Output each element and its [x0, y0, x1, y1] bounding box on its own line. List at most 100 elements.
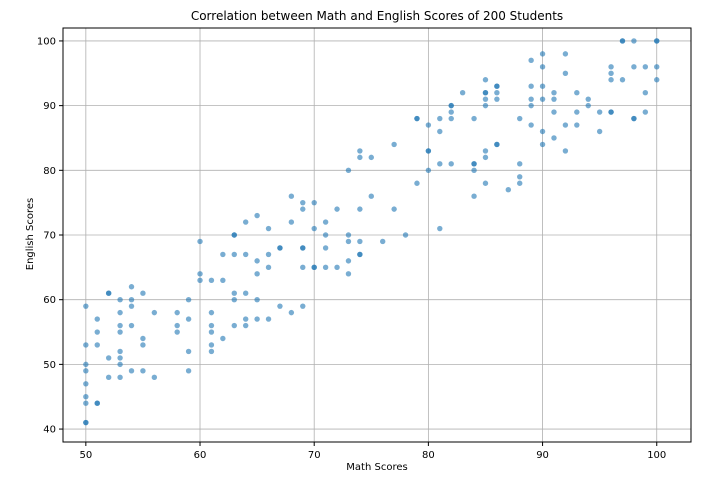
- data-point: [322, 232, 329, 238]
- data-point: [357, 251, 363, 258]
- data-point: [265, 316, 272, 322]
- data-point: [334, 206, 340, 212]
- data-point: [482, 154, 489, 161]
- y-tick-label: 50: [43, 360, 56, 371]
- data-point: [368, 193, 374, 199]
- data-point: [242, 322, 249, 329]
- data-point: [94, 400, 100, 406]
- data-point: [539, 141, 546, 148]
- data-point: [437, 128, 443, 135]
- data-point: [220, 251, 226, 258]
- data-point: [539, 83, 546, 89]
- data-point: [437, 115, 443, 122]
- data-point: [357, 154, 363, 161]
- data-point: [482, 180, 489, 186]
- data-point: [83, 368, 89, 374]
- data-point: [254, 258, 260, 264]
- data-point: [551, 89, 557, 96]
- data-point: [254, 271, 260, 277]
- data-point: [208, 342, 215, 348]
- data-point: [425, 167, 432, 174]
- data-point: [231, 322, 237, 329]
- data-point: [231, 232, 237, 238]
- data-point: [585, 96, 591, 102]
- data-point: [528, 102, 534, 109]
- data-point: [208, 348, 215, 355]
- y-tick-label: 80: [43, 166, 56, 177]
- x-tick-label: 70: [308, 450, 321, 461]
- data-points: [83, 38, 660, 426]
- data-point: [345, 238, 352, 245]
- data-point: [105, 355, 112, 361]
- data-point: [117, 329, 123, 335]
- y-tick-label: 90: [43, 101, 56, 112]
- data-point: [562, 51, 569, 57]
- data-point: [140, 335, 146, 342]
- chart-title: Correlation between Math and English Sco…: [191, 9, 563, 23]
- data-point: [242, 251, 249, 258]
- data-point: [357, 148, 363, 154]
- data-point: [551, 96, 557, 102]
- data-point: [265, 251, 272, 258]
- data-point: [391, 141, 397, 148]
- data-point: [300, 264, 306, 271]
- data-point: [494, 83, 500, 89]
- data-point: [242, 290, 249, 296]
- data-point: [654, 64, 660, 70]
- data-point: [322, 264, 329, 271]
- data-point: [94, 329, 100, 335]
- data-point: [117, 361, 123, 368]
- data-point: [140, 342, 146, 348]
- data-point: [574, 89, 580, 96]
- y-axis-ticks: 40 50 60 70 80 90 100: [37, 36, 63, 436]
- x-tick-label: 60: [194, 450, 207, 461]
- data-point: [231, 251, 237, 258]
- data-point: [414, 180, 420, 186]
- data-point: [311, 199, 317, 206]
- data-point: [208, 322, 215, 329]
- data-point: [334, 264, 340, 271]
- data-point: [574, 109, 580, 115]
- x-axis-label: Math Scores: [346, 462, 407, 473]
- data-point: [380, 238, 386, 245]
- data-point: [414, 115, 420, 122]
- data-point: [528, 83, 534, 89]
- data-point: [140, 368, 146, 374]
- data-point: [265, 225, 272, 232]
- data-point: [117, 348, 123, 355]
- data-point: [83, 419, 89, 426]
- data-point: [140, 290, 146, 296]
- data-point: [448, 102, 454, 109]
- y-tick-label: 70: [43, 231, 56, 242]
- data-point: [448, 115, 454, 122]
- data-point: [345, 167, 352, 174]
- data-point: [619, 38, 626, 44]
- data-point: [471, 193, 477, 199]
- data-point: [208, 329, 215, 335]
- data-point: [345, 232, 352, 238]
- data-point: [585, 102, 591, 109]
- data-point: [185, 368, 192, 374]
- data-point: [185, 348, 192, 355]
- x-axis-ticks: 50 60 70 80 90 100: [79, 442, 666, 461]
- data-point: [242, 316, 249, 322]
- data-point: [174, 309, 180, 316]
- data-point: [151, 374, 158, 381]
- data-point: [94, 342, 100, 348]
- data-point: [105, 290, 112, 296]
- grid: [63, 28, 691, 442]
- data-point: [631, 38, 637, 44]
- data-point: [83, 400, 89, 406]
- data-point: [300, 303, 306, 309]
- data-point: [265, 264, 272, 271]
- data-point: [220, 335, 226, 342]
- data-point: [174, 322, 180, 329]
- data-point: [517, 115, 523, 122]
- data-point: [437, 225, 443, 232]
- data-point: [482, 77, 489, 83]
- data-point: [185, 296, 192, 303]
- data-point: [562, 148, 569, 154]
- data-point: [482, 96, 489, 102]
